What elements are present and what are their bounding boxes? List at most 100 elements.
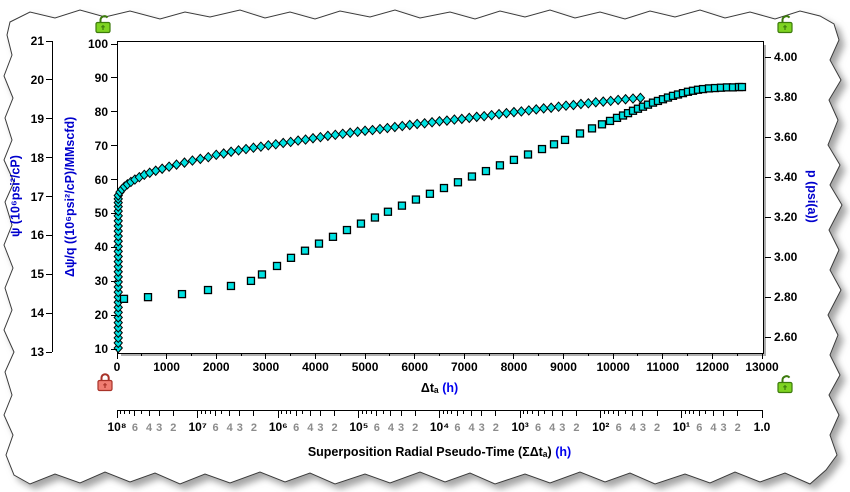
data-point [538, 103, 549, 114]
dta-axis-title: Δtₐ (h) [117, 381, 762, 395]
minor-tick-mark [488, 353, 490, 356]
dta-tick-label: 4000 [302, 360, 329, 374]
log-decade-label: 10¹ [672, 420, 691, 434]
log-minor-tick [575, 410, 577, 416]
p-tick-label: 4.00 [774, 50, 798, 64]
p-tick-label: 3.40 [774, 170, 798, 184]
tick-mark [765, 56, 771, 58]
log-minor-tick [698, 410, 700, 416]
log-minor-tick [456, 410, 458, 416]
p-tick-label: 3.20 [774, 210, 798, 224]
data-point [495, 161, 505, 170]
data-point [576, 98, 586, 110]
tick-mark [111, 246, 117, 248]
dta-tick-label: 7000 [450, 360, 478, 374]
data-point [360, 125, 370, 137]
axis-unlock-icon[interactable] [776, 373, 794, 395]
log-minor-tick [523, 410, 525, 414]
log-minor-tick [532, 410, 534, 414]
minor-tick-mark [687, 353, 689, 356]
data-point [233, 145, 244, 156]
data-point [179, 157, 190, 168]
data-point [270, 138, 281, 150]
log-minor-label: 3 [720, 422, 727, 434]
log-minor-label: 2 [331, 422, 338, 434]
data-point [553, 101, 564, 113]
tick-mark [111, 212, 117, 214]
data-point [516, 106, 527, 117]
minor-tick-mark [290, 353, 292, 356]
log-minor-label: 2 [492, 422, 499, 434]
log-minor-tick [608, 410, 610, 414]
data-point [342, 225, 352, 235]
log-minor-label: 2 [654, 422, 661, 434]
tick-mark [46, 157, 52, 159]
log-minor-label: 4 [387, 422, 395, 434]
dpsi-q-tick-label: 60 [94, 172, 108, 187]
data-point [226, 281, 236, 291]
data-point [524, 105, 534, 116]
log-decade-tick [277, 410, 279, 418]
axis-lock-icon[interactable] [96, 371, 114, 393]
minor-tick-mark [587, 353, 589, 356]
log-minor-label: 4 [307, 422, 314, 434]
dta-tick-label: 3000 [252, 360, 280, 374]
psi-tick-label: 13 [30, 345, 44, 359]
log-minor-tick [158, 410, 160, 416]
data-point [605, 95, 616, 107]
log-minor-tick [120, 410, 122, 414]
minor-tick-mark [339, 353, 341, 356]
log-minor-label: 3 [559, 422, 566, 434]
tick-mark [463, 353, 465, 359]
log-minor-tick [362, 410, 364, 414]
minor-tick-mark [736, 353, 738, 356]
minor-tick-mark [439, 353, 440, 356]
superposition-axis-title-unit: (h) [555, 445, 572, 459]
log-minor-label: 6 [131, 422, 138, 434]
data-point [308, 132, 318, 144]
log-minor-label: 4 [146, 422, 153, 434]
log-decade-label: 10⁴ [429, 420, 450, 434]
log-minor-label: 3 [397, 422, 405, 434]
axis-unlock-icon[interactable] [94, 13, 112, 35]
data-point [453, 178, 463, 187]
p-axis-label: p (psi(a)) [805, 170, 819, 223]
data-point [352, 126, 363, 138]
data-point [286, 253, 296, 262]
log-minor-tick [656, 410, 658, 416]
log-minor-tick [471, 410, 473, 416]
data-point [330, 129, 341, 141]
log-minor-label: 6 [373, 422, 380, 434]
data-point [211, 149, 222, 161]
log-minor-tick [463, 410, 465, 414]
plot-area[interactable] [113, 41, 764, 354]
data-point [591, 96, 601, 108]
tick-mark [46, 118, 52, 120]
log-minor-tick [693, 410, 695, 414]
log-minor-tick [209, 410, 211, 414]
data-point [464, 112, 475, 124]
series-square [119, 82, 747, 303]
log-minor-tick [390, 410, 392, 416]
minor-tick-mark [389, 353, 391, 356]
tick-mark [111, 111, 117, 113]
log-minor-tick [281, 410, 283, 414]
psi-tick-label: 15 [30, 267, 44, 282]
data-point [356, 219, 366, 228]
log-minor-label: 6 [454, 422, 461, 434]
log-decade-tick [439, 410, 440, 418]
log-minor-tick [400, 410, 402, 416]
tick-mark [111, 179, 117, 181]
axis-unlock-icon[interactable] [776, 13, 794, 35]
tick-mark [111, 145, 117, 147]
log-minor-tick [527, 410, 529, 414]
data-point [434, 115, 445, 127]
data-point [119, 294, 129, 303]
data-point [587, 124, 597, 133]
psi-tick-label: 20 [30, 72, 44, 87]
dta-tick-label: 13000 [745, 360, 779, 374]
log-minor-tick [561, 410, 563, 416]
log-minor-tick [612, 410, 614, 414]
p-tick-label: 2.60 [774, 330, 798, 344]
log-minor-label: 3 [236, 422, 243, 434]
